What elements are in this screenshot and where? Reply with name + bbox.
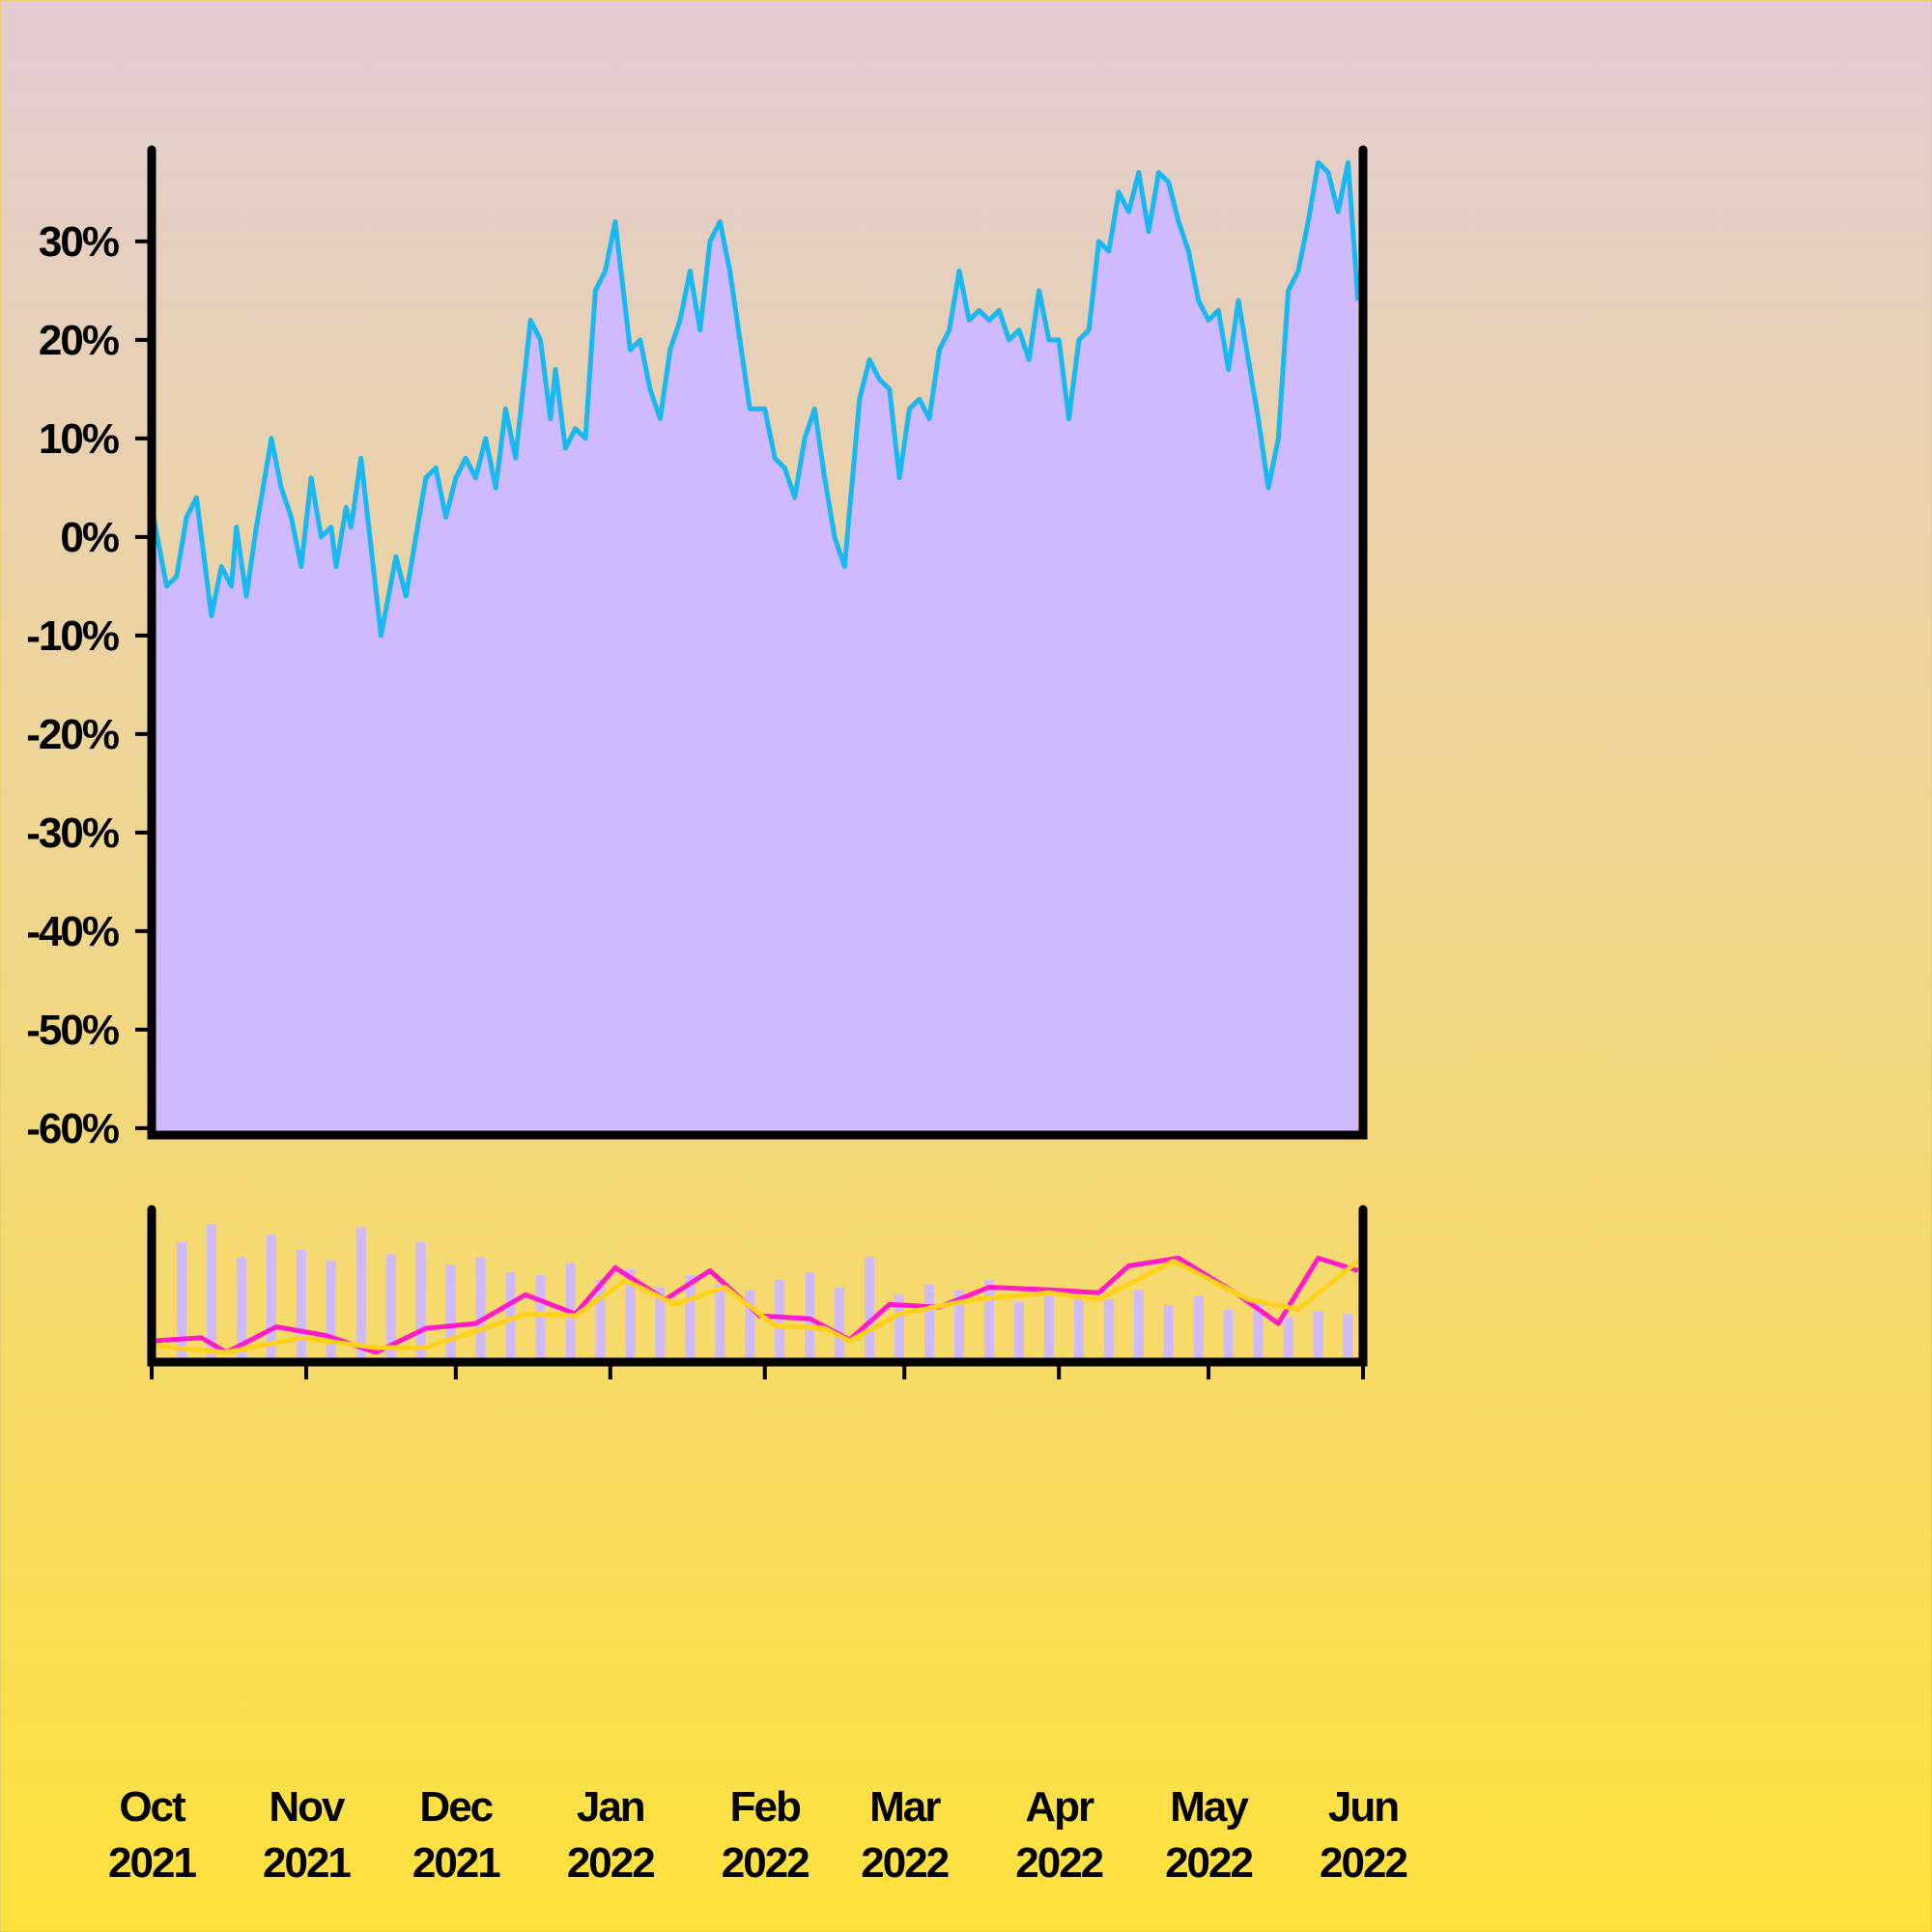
volume-bar xyxy=(983,1279,994,1362)
x-tick-label: Jan 2022 xyxy=(567,1783,654,1887)
x-tick-label: Nov 2021 xyxy=(263,1783,351,1887)
volume-bar xyxy=(1073,1294,1084,1362)
y-tick-label: -20% xyxy=(26,711,119,758)
y-tick-label: 20% xyxy=(39,317,119,364)
volume-bar xyxy=(715,1284,725,1362)
volume-bar xyxy=(266,1235,276,1362)
x-tick-label: May 2022 xyxy=(1165,1783,1252,1887)
y-tick-label: 10% xyxy=(39,415,119,463)
volume-bar xyxy=(415,1242,426,1362)
volume-bar xyxy=(775,1279,785,1362)
volume-bar xyxy=(685,1275,696,1362)
volume-bar xyxy=(385,1254,396,1362)
area-fill xyxy=(152,162,1358,1136)
volume-bar xyxy=(326,1260,336,1362)
volume-bar xyxy=(236,1257,246,1362)
axis-frame xyxy=(147,1205,1368,1367)
volume-bar xyxy=(176,1242,186,1362)
axis-frame xyxy=(147,145,1368,1140)
volume-bar xyxy=(1193,1295,1204,1362)
volume-bar xyxy=(655,1287,666,1362)
volume-bar xyxy=(1253,1302,1264,1362)
volume-bar xyxy=(475,1257,486,1362)
volume-bar xyxy=(954,1290,964,1362)
volume-bar xyxy=(1103,1298,1114,1362)
volume-bar xyxy=(1223,1309,1234,1362)
volume-bar xyxy=(745,1290,755,1362)
x-tick-label: Dec 2021 xyxy=(412,1783,500,1887)
volume-bar xyxy=(924,1284,935,1362)
y-tick-label: -50% xyxy=(26,1007,119,1054)
y-tick-label: 30% xyxy=(39,218,119,266)
price-line xyxy=(149,159,1361,639)
volume-bar xyxy=(625,1268,636,1362)
volume-bar xyxy=(1013,1302,1024,1362)
x-tick-label: Oct 2021 xyxy=(108,1783,196,1887)
volume-bar xyxy=(296,1249,306,1362)
volume-bar xyxy=(1163,1305,1174,1362)
y-tick-label: -60% xyxy=(26,1105,119,1152)
x-tick-label: Jun 2022 xyxy=(1320,1783,1406,1887)
y-tick-label: -10% xyxy=(26,612,119,660)
y-tick-label: 0% xyxy=(60,514,118,561)
y-tick-label: -40% xyxy=(26,908,119,955)
volume-bar xyxy=(535,1275,546,1362)
volume-bar xyxy=(595,1279,606,1362)
volume-bar xyxy=(355,1227,366,1362)
volume-bar xyxy=(1133,1290,1144,1362)
volume-bar xyxy=(835,1287,845,1362)
volume-bar xyxy=(1313,1311,1323,1362)
volume-bar xyxy=(206,1224,216,1362)
volume-bar xyxy=(1343,1314,1353,1362)
volume-bar xyxy=(445,1264,456,1362)
volume-bar xyxy=(1283,1317,1293,1362)
x-tick-label: Feb 2022 xyxy=(722,1783,809,1887)
volume-bar xyxy=(895,1294,905,1362)
moving-average-line xyxy=(151,1258,1360,1355)
x-tick-label: Apr 2022 xyxy=(1015,1783,1102,1887)
volume-bar xyxy=(1043,1287,1054,1362)
x-tick-label: Mar 2022 xyxy=(861,1783,948,1887)
y-tick-label: -30% xyxy=(26,810,119,857)
volume-bar xyxy=(865,1257,875,1362)
